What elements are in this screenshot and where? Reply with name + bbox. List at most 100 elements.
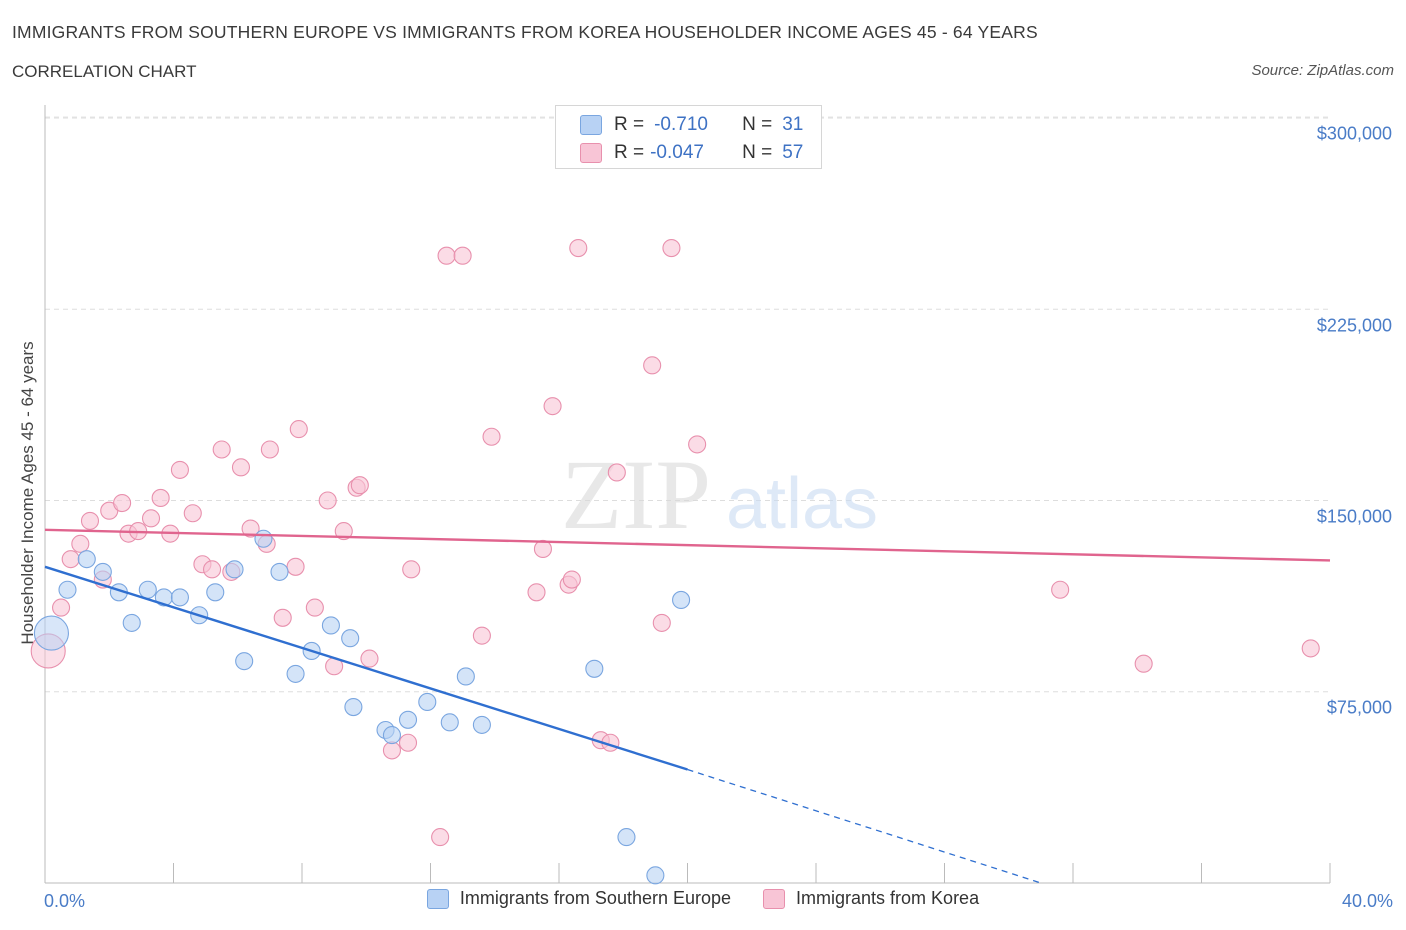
trend-line-southern-europe-extension [687, 768, 1042, 884]
data-point [607, 463, 626, 482]
data-point [241, 519, 260, 538]
legend-r-label: R = [614, 114, 645, 135]
legend-row-korea: R = -0.047 N = 57 [580, 141, 803, 165]
data-point [569, 239, 588, 258]
data-point [33, 615, 69, 651]
data-point [398, 710, 418, 729]
legend-r-label: R = [614, 142, 645, 163]
data-point [270, 562, 289, 581]
x-tick-label-max: 40.0% [1341, 891, 1393, 911]
trend-lines [44, 528, 1331, 884]
data-point [231, 458, 251, 477]
legend-r-value: -0.710 [654, 114, 708, 135]
data-point [652, 613, 671, 632]
data-point [305, 598, 324, 617]
series-korea-points [30, 239, 1320, 847]
data-point [170, 588, 189, 607]
data-point [254, 529, 273, 548]
data-point [321, 616, 340, 635]
legend-item-korea: Immigrants from Korea [763, 888, 979, 909]
data-point [80, 511, 100, 530]
data-point [138, 580, 157, 599]
data-point [527, 583, 546, 602]
chart-title: IMMIGRANTS FROM SOUTHERN EUROPE VS IMMIG… [12, 22, 1038, 42]
data-point [1301, 639, 1320, 658]
y-tick-label-225000: $225,000 [1316, 315, 1392, 336]
data-point [1051, 580, 1070, 599]
data-point [141, 509, 161, 528]
data-point [122, 613, 141, 632]
data-point [533, 539, 552, 559]
data-point [170, 460, 189, 479]
data-point [398, 733, 418, 752]
data-point [71, 534, 90, 553]
y-tick-label-150000: $150,000 [1316, 506, 1392, 527]
legend-label-korea: Immigrants from Korea [796, 888, 980, 908]
x-tick-label-min: 0.0% [44, 891, 86, 911]
data-point [334, 522, 353, 541]
data-point [431, 828, 450, 847]
legend-label-southern-europe: Immigrants from Southern Europe [459, 888, 732, 908]
y-tick-label-300000: $300,000 [1316, 123, 1392, 144]
source-credit: Source: ZipAtlas.com [1251, 62, 1394, 79]
data-point [382, 741, 402, 760]
data-point [562, 570, 581, 589]
data-point [318, 491, 337, 510]
data-point [341, 629, 360, 648]
data-point [52, 598, 71, 617]
data-point [585, 659, 604, 678]
legend-n-value: 31 [782, 114, 804, 135]
data-point [646, 866, 665, 885]
data-point [344, 697, 363, 717]
data-point [235, 652, 254, 671]
legend-swatch-pink [580, 143, 602, 163]
data-point [482, 427, 501, 446]
data-point [1134, 654, 1153, 673]
legend-n-value: 57 [782, 142, 804, 163]
data-point [662, 239, 681, 258]
data-point [350, 476, 369, 495]
legend-swatch-blue [426, 888, 449, 909]
data-point [203, 560, 222, 579]
data-point [77, 550, 96, 569]
legend-n-label: N = [742, 114, 773, 135]
data-point [382, 726, 402, 745]
data-point [273, 608, 292, 627]
data-point [402, 560, 421, 579]
legend-item-southern-europe: Immigrants from Southern Europe [426, 888, 732, 909]
data-point [472, 715, 491, 734]
data-point [260, 440, 279, 459]
data-point [688, 435, 707, 454]
chart-subtitle: CORRELATION CHART [12, 62, 197, 81]
data-point [289, 420, 308, 439]
data-point [286, 557, 305, 576]
data-point [437, 246, 456, 265]
data-point [225, 560, 244, 579]
data-point [617, 828, 636, 847]
legend-swatch-blue [580, 115, 602, 135]
data-point [151, 488, 170, 508]
watermark: ZIP atlas [561, 439, 878, 550]
watermark-zip: ZIP [561, 439, 711, 550]
axes [44, 105, 1331, 884]
watermark-atlas: atlas [726, 464, 878, 544]
trend-line-southern-europe [44, 565, 688, 771]
trend-line-korea [44, 528, 1331, 562]
data-point [453, 246, 472, 265]
data-point [643, 356, 662, 375]
data-point [440, 713, 459, 732]
y-tick-label-75000: $75,000 [1326, 697, 1392, 718]
data-point [93, 562, 112, 581]
legend-swatch-pink [763, 888, 786, 909]
series-southern-europe-points [33, 529, 691, 885]
series-legend: Immigrants from Southern Europe Immigran… [0, 888, 1406, 909]
data-point [672, 590, 691, 610]
data-point [183, 504, 202, 523]
data-point [58, 580, 77, 599]
data-point [360, 649, 379, 668]
data-point [418, 692, 437, 712]
data-point [286, 664, 305, 683]
data-point [212, 440, 231, 459]
legend-row-southern-europe: R = -0.710 N = 31 [580, 113, 803, 137]
data-point [61, 550, 80, 569]
